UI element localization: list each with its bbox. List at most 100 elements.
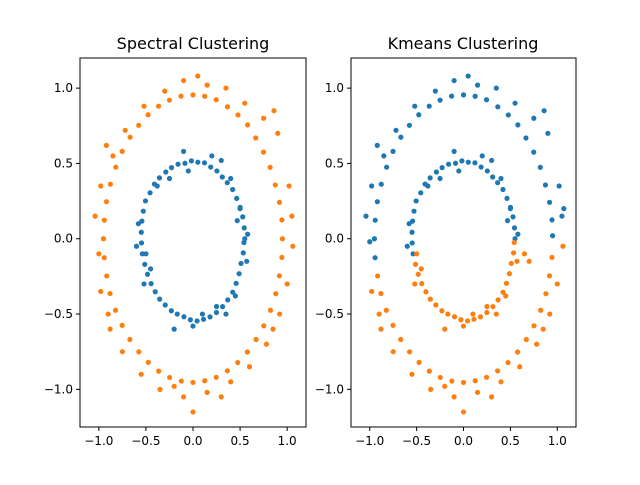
scatter-point-series-0 <box>181 314 187 320</box>
scatter-point-series-0 <box>418 190 424 196</box>
scatter-point-series-0 <box>515 231 521 237</box>
scatter-point-series-0 <box>171 326 177 332</box>
x-tick-label: 0.5 <box>231 434 250 448</box>
scatter-point-series-1 <box>104 273 110 279</box>
scatter-point-series-1 <box>276 199 283 205</box>
scatter-point-series-1 <box>415 271 421 277</box>
scatter-point-series-1 <box>103 199 110 205</box>
scatter-point-series-0 <box>541 108 547 114</box>
scatter-point-series-0 <box>213 309 220 316</box>
scatter-point-series-0 <box>157 296 163 302</box>
scatter-point-series-0 <box>406 122 413 128</box>
scatter-point-series-0 <box>238 260 244 267</box>
x-axis: −1.0 −0.5 0.0 0.5 1.0 <box>84 427 297 448</box>
scatter-point-series-1 <box>107 290 113 297</box>
scatter-point-series-0 <box>367 239 373 245</box>
y-tick-label: 0.0 <box>54 232 73 246</box>
scatter-point-series-1 <box>547 311 553 317</box>
scatter-point-series-1 <box>506 271 513 277</box>
scatter-point-series-0 <box>142 261 148 267</box>
scatter-point-series-1 <box>538 307 544 313</box>
scatter-point-series-0 <box>209 153 215 159</box>
scatter-point-series-0 <box>371 236 378 242</box>
scatter-point-series-0 <box>495 104 501 110</box>
scatter-point-series-1 <box>490 304 496 310</box>
scatter-point-series-0 <box>427 175 433 181</box>
scatter-point-series-0 <box>245 231 251 237</box>
scatter-point-series-0 <box>549 233 556 239</box>
scatter-point-series-0 <box>143 251 149 257</box>
scatter-point-series-0 <box>207 314 213 320</box>
scatter-point-series-1 <box>204 389 210 395</box>
scatter-point-series-1 <box>113 164 119 170</box>
scatter-point-series-0 <box>185 168 191 174</box>
scatter-point-series-1 <box>484 303 490 310</box>
scatter-point-series-0 <box>493 85 499 91</box>
scatter-point-series-1 <box>477 314 484 320</box>
scatter-point-series-0 <box>152 289 158 295</box>
y-tick-label: −0.5 <box>315 307 344 321</box>
scatter-point-series-0 <box>452 160 459 166</box>
scatter-point-series-1 <box>495 297 501 303</box>
scatter-point-series-0 <box>201 160 208 166</box>
scatter-point-series-0 <box>372 217 378 223</box>
scatter-point-series-0 <box>474 82 481 88</box>
scatter-point-series-1 <box>284 281 290 287</box>
scatter-point-series-1 <box>224 104 231 110</box>
scatter-point-series-0 <box>390 148 396 154</box>
scatter-point-series-1 <box>500 289 506 295</box>
scatter-point-series-0 <box>398 134 404 140</box>
scatter-point-series-0 <box>219 174 225 180</box>
scatter-point-series-1 <box>409 371 415 377</box>
scatter-point-series-1 <box>119 322 125 328</box>
scatter-point-series-0 <box>445 161 452 167</box>
scatter-point-series-0 <box>141 281 147 287</box>
scatter-point-series-0 <box>384 164 390 170</box>
scatter-point-series-0 <box>140 208 146 214</box>
scatter-point-series-1 <box>423 289 429 295</box>
scatter-point-series-1 <box>549 254 555 261</box>
scatter-point-series-1 <box>458 317 464 323</box>
scatter-point-series-0 <box>168 165 175 171</box>
scatter-point-series-1 <box>127 134 133 140</box>
scatter-point-series-0 <box>556 183 562 189</box>
scatter-point-series-0 <box>426 103 432 109</box>
spectral-clustering-panel: Spectral Clustering −1.0 −0.5 0.0 0.5 1.0 −1… <box>44 34 307 448</box>
scatter-point-series-0 <box>187 317 193 323</box>
scatter-point-series-1 <box>190 92 196 98</box>
kmeans-clustering-panel: Kmeans Clustering −1.0 −0.5 0.0 0.5 1.0 −1.0… <box>315 34 577 448</box>
scatter-point-series-1 <box>451 394 457 400</box>
x-tick-label: 1.0 <box>278 434 297 448</box>
scatter-point-series-1 <box>103 142 109 148</box>
scatter-point-series-0 <box>232 293 238 299</box>
scatter-point-series-0 <box>208 164 214 170</box>
scatter-point-series-0 <box>410 251 416 257</box>
scatter-point-series-0 <box>478 164 484 170</box>
scatter-point-series-1 <box>112 307 119 313</box>
scatter-point-series-0 <box>545 130 551 136</box>
scatter-point-series-1 <box>483 374 490 380</box>
scatter-point-series-1 <box>523 336 529 343</box>
scatter-point-series-1 <box>136 122 142 128</box>
scatter-point-series-1 <box>419 281 425 287</box>
scatter-point-series-1 <box>178 378 184 384</box>
y-tick-label: 1.0 <box>325 81 344 95</box>
y-tick-label: 1.0 <box>54 81 73 95</box>
scatter-point-series-1 <box>511 239 517 246</box>
x-tick-label: 0.0 <box>183 434 202 448</box>
scatter-point-series-1 <box>437 374 443 381</box>
scatter-point-series-0 <box>505 112 511 118</box>
scatter-point-series-1 <box>107 181 114 187</box>
scatter-point-series-1 <box>253 135 259 141</box>
scatter-point-series-1 <box>451 314 458 320</box>
scatter-point-series-1 <box>526 258 532 264</box>
scatter-point-series-1 <box>546 273 553 279</box>
scatter-point-series-0 <box>240 214 246 220</box>
scatter-point-series-1 <box>418 266 424 272</box>
scatter-point-series-1 <box>514 258 520 264</box>
scatter-point-series-0 <box>180 148 187 154</box>
scatter-point-series-0 <box>200 316 207 322</box>
scatter-point-series-1 <box>426 368 432 374</box>
scatter-point-series-0 <box>507 206 513 212</box>
